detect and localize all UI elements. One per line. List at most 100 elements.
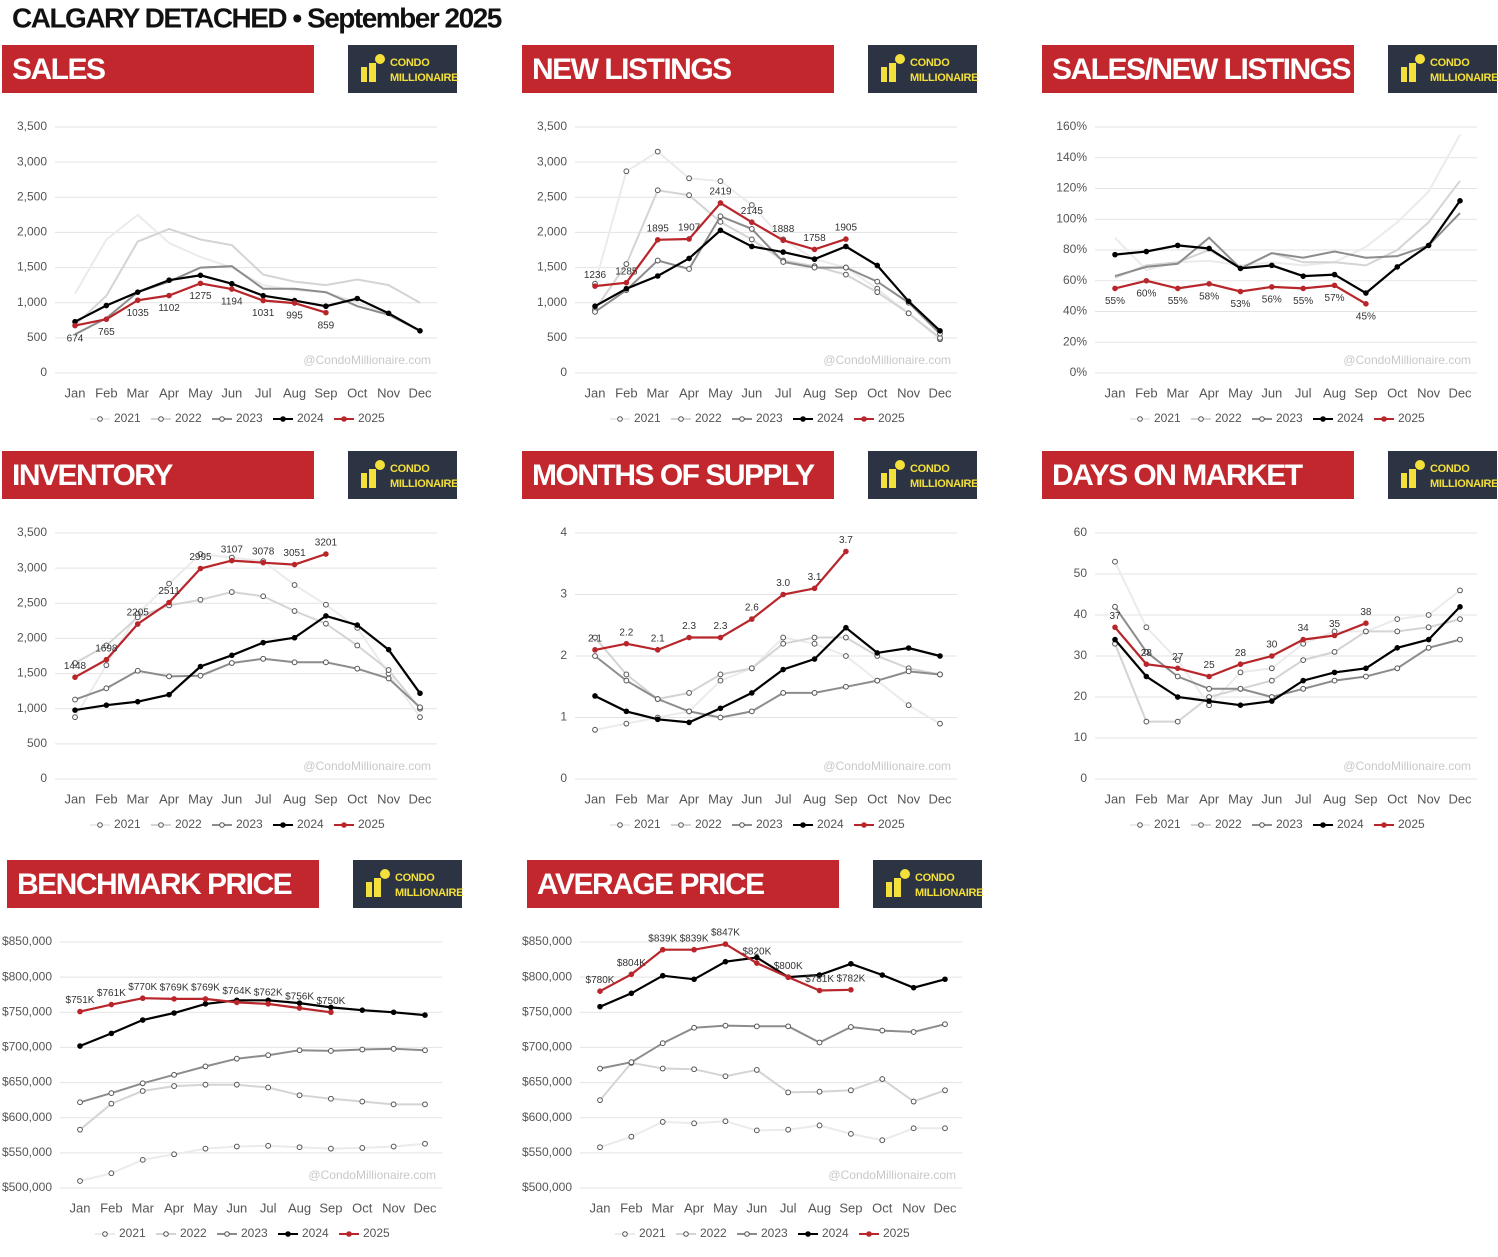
watermark: @CondoMillionaire.com (303, 759, 431, 773)
y-tick-label: 0% (1070, 365, 1088, 379)
data-point (233, 1081, 240, 1088)
legend-label: 2025 (1398, 411, 1425, 425)
series-line (594, 626, 941, 724)
y-tick-label: 1,500 (17, 260, 47, 274)
series-line (1114, 212, 1461, 278)
y-tick-label: 160% (1056, 119, 1087, 133)
data-point (1331, 632, 1338, 639)
data-label: 2.6 (745, 603, 759, 614)
data-point (417, 690, 423, 697)
data-point (1174, 665, 1181, 672)
data-point (691, 1066, 697, 1073)
data-point (385, 646, 392, 653)
data-point (72, 714, 78, 721)
y-tick-label: 0 (560, 365, 567, 379)
y-tick-label: 2,500 (17, 189, 47, 203)
logo-icon (889, 469, 896, 488)
x-tick-label: Oct (352, 1200, 373, 1215)
data-point (260, 639, 266, 646)
legend-swatch (1320, 822, 1326, 828)
legend-swatch (1137, 416, 1143, 422)
y-tick-label: $750,000 (522, 1004, 572, 1018)
data-label: 859 (318, 320, 335, 331)
data-point (686, 708, 692, 715)
data-point (171, 1083, 177, 1089)
series-line (594, 189, 941, 339)
legend-label: 2023 (1276, 817, 1303, 831)
x-tick-label: Jan (585, 385, 606, 400)
data-point (197, 272, 204, 279)
data-point (1143, 624, 1150, 631)
data-label: 1888 (772, 224, 795, 235)
data-point (265, 1052, 272, 1059)
logo-icon (374, 878, 381, 897)
data-point (937, 720, 943, 727)
data-point (848, 1024, 854, 1030)
data-point (597, 1003, 603, 1010)
data-point (1425, 624, 1432, 631)
y-tick-label: 1 (560, 710, 567, 724)
data-label: 995 (286, 311, 303, 322)
data-point (1425, 636, 1432, 643)
data-point (843, 548, 849, 555)
data-point (785, 1089, 792, 1096)
data-point (417, 714, 423, 721)
data-point (717, 705, 724, 712)
data-point (108, 1100, 115, 1107)
x-tick-label: Jan (70, 1200, 91, 1215)
data-point (1174, 673, 1181, 680)
data-point (717, 200, 724, 206)
legend-swatch (800, 822, 806, 828)
y-tick-label: 20 (1074, 689, 1088, 703)
legend-label: 2021 (1154, 411, 1181, 425)
x-tick-label: Mar (127, 791, 150, 806)
data-point (1457, 198, 1463, 204)
data-label: 1194 (221, 297, 243, 308)
data-point (1143, 649, 1150, 655)
data-point (879, 1027, 886, 1034)
data-label: 3.0 (776, 578, 790, 589)
data-label: $782K (836, 973, 865, 984)
series-line (74, 227, 421, 326)
logo-icon (881, 473, 887, 488)
x-tick-label: Jun (221, 791, 242, 806)
data-point (323, 601, 329, 608)
data-point (1206, 281, 1212, 287)
y-tick-label: 500 (547, 330, 567, 344)
watermark: @CondoMillionaire.com (1343, 759, 1471, 773)
data-label: $820K (742, 947, 771, 958)
x-tick-label: Feb (95, 791, 117, 806)
data-point (628, 1059, 635, 1066)
x-tick-label: Feb (95, 385, 117, 400)
y-tick-label: $750,000 (2, 1004, 52, 1018)
data-point (228, 589, 235, 595)
data-label: $756K (285, 992, 314, 1003)
data-label: $770K (128, 982, 157, 993)
data-point (623, 168, 630, 175)
data-point (659, 946, 666, 953)
legend-swatch (622, 1231, 628, 1237)
data-label: 2.1 (588, 633, 602, 644)
data-point (1394, 628, 1401, 635)
data-point (874, 677, 881, 684)
logo-text: MILLIONAIRE (390, 478, 458, 490)
legend-label: 2024 (1337, 411, 1364, 425)
data-point (1363, 290, 1369, 296)
data-point (1143, 248, 1150, 255)
chart-panel: BENCHMARK PRICE CONDO MILLIONAIRE $500,000 $… (2, 860, 464, 1240)
x-tick-label: Aug (283, 385, 306, 400)
chart-title: SALES (12, 53, 105, 86)
y-tick-label: $500,000 (2, 1180, 52, 1194)
legend-label: 2021 (114, 411, 141, 425)
data-label: 27 (1172, 652, 1184, 663)
logo-icon (900, 869, 910, 879)
data-point (202, 1145, 209, 1152)
data-point (422, 1140, 428, 1147)
data-point (202, 1063, 209, 1070)
data-point (717, 178, 724, 185)
legend-label: 2024 (302, 1226, 329, 1240)
legend-swatch (1259, 822, 1265, 828)
data-label: $751K (66, 995, 95, 1006)
data-point (1237, 661, 1244, 668)
